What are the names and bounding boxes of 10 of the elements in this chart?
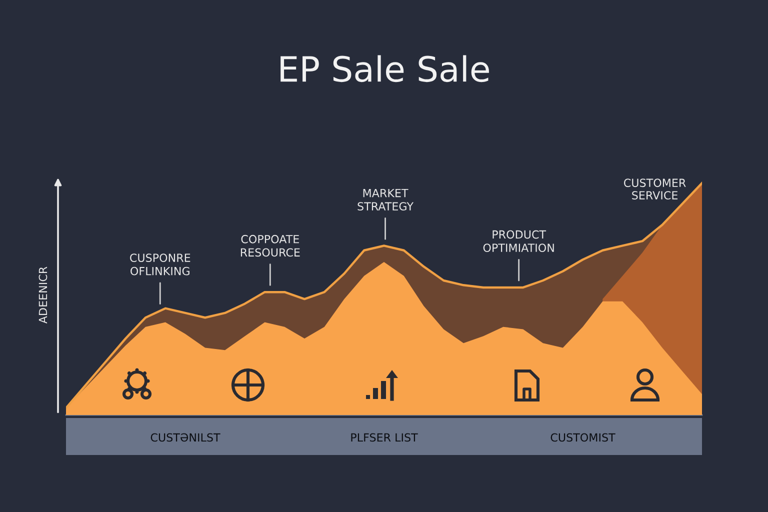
x-tick-label: CUSTƏNILST	[150, 433, 220, 442]
series-label: CUSTOMER SERVICE	[624, 178, 686, 200]
annotation: COPPOATE RESOURCE	[240, 234, 300, 257]
annotation: MARKET STRATEGY	[358, 188, 414, 211]
annotation: PRODUCT OPTIMIATION	[483, 230, 554, 252]
y-axis-title: ADEENICR	[38, 266, 48, 324]
x-tick-label: PLFSER LIST	[351, 433, 418, 442]
annotation: CUSPONRE OFLINKING	[130, 254, 190, 276]
x-tick-label: CUSTOMIST	[550, 433, 616, 442]
chart-title: EP Sale Sale	[280, 55, 489, 82]
